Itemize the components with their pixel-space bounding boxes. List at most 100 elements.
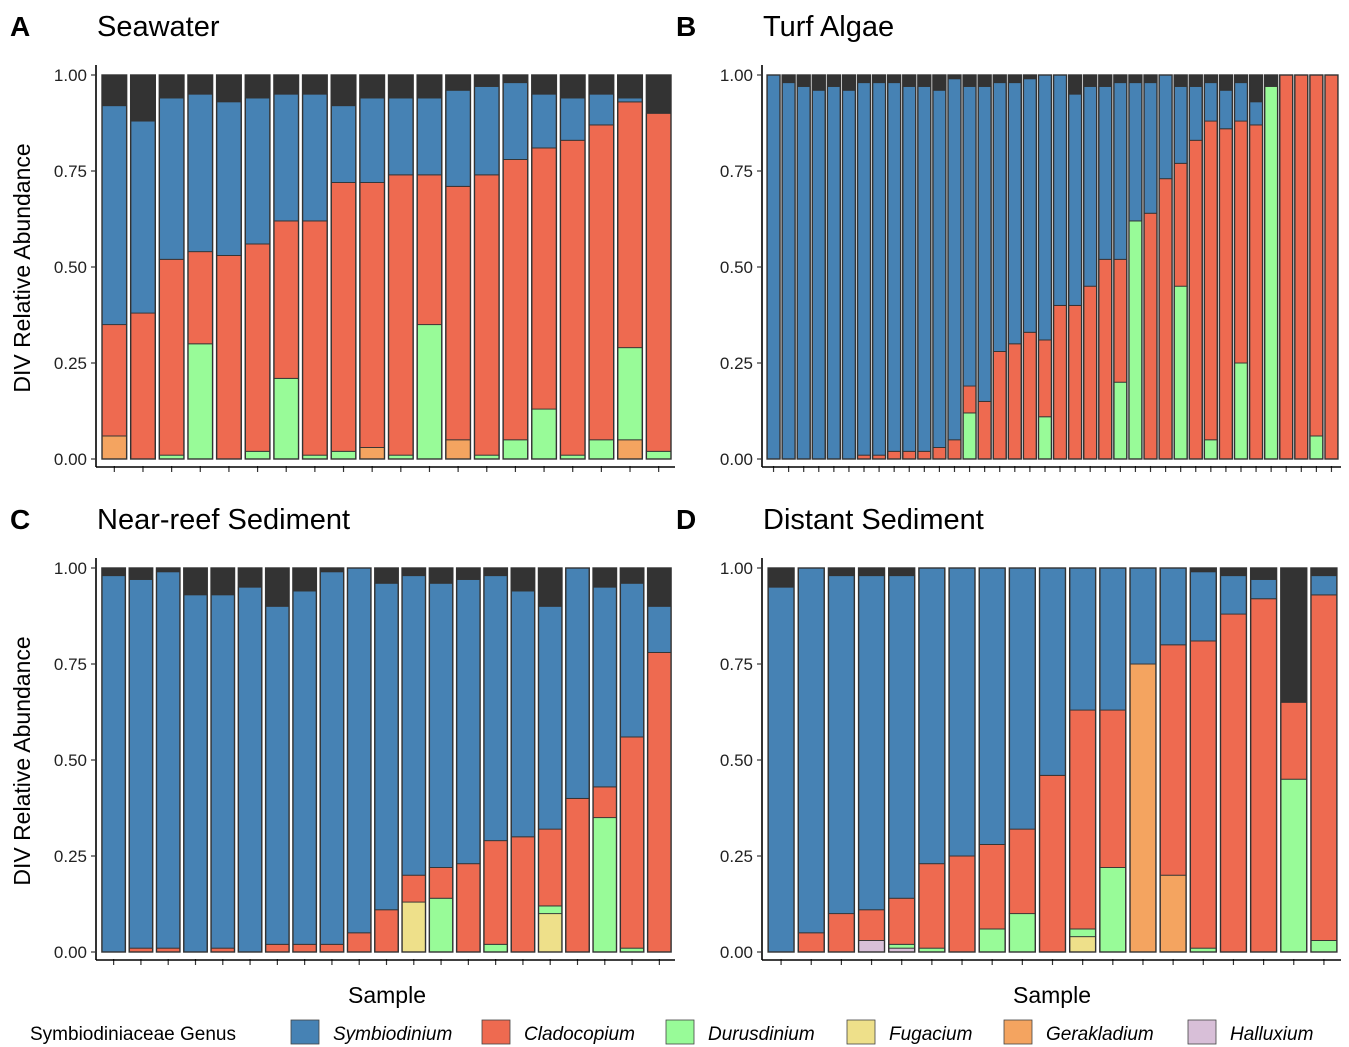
bar-segment-other bbox=[445, 75, 471, 91]
bar-segment-other bbox=[797, 75, 811, 87]
bar-outline bbox=[617, 74, 644, 460]
bar-segment-symbiodinium bbox=[156, 571, 181, 949]
bar-segment-symbiodinium bbox=[1218, 89, 1233, 130]
bar-segment-cladocopium bbox=[962, 385, 977, 414]
bar-outline bbox=[128, 567, 154, 953]
y-tick-label: 0.25 bbox=[720, 847, 753, 866]
bar-segment-symbiodinium bbox=[767, 586, 795, 953]
bar-segment-cladocopium bbox=[1159, 644, 1187, 876]
bar-segment-other bbox=[917, 75, 931, 87]
bar-outline bbox=[483, 567, 509, 953]
bar-segment-other bbox=[768, 568, 795, 588]
bar-segment-other bbox=[646, 75, 671, 114]
bar-segment-symbiodinium bbox=[948, 567, 976, 857]
bar-segment-fugacium bbox=[401, 901, 426, 953]
bar-segment-durusdinium bbox=[962, 412, 977, 460]
bar-outline bbox=[330, 74, 357, 460]
bar-segment-cladocopium bbox=[1279, 74, 1294, 460]
bar-segment-other bbox=[216, 75, 242, 102]
bar-outline bbox=[1158, 74, 1173, 460]
bar-segment-durusdinium bbox=[1038, 416, 1052, 460]
bar-segment-other bbox=[159, 75, 184, 99]
bar-segment-symbiodinium bbox=[158, 97, 185, 260]
bar-segment-cladocopium bbox=[977, 400, 992, 460]
bar-outline bbox=[273, 74, 300, 460]
bar-segment-durusdinium bbox=[1280, 778, 1308, 953]
bar-outline bbox=[565, 567, 590, 953]
bar-segment-cladocopium bbox=[292, 943, 317, 953]
bar-segment-other bbox=[1219, 75, 1233, 91]
bar-segment-durusdinium bbox=[531, 408, 557, 460]
bar-outline bbox=[781, 74, 796, 460]
bar-segment-durusdinium bbox=[428, 897, 454, 953]
bar-segment-cladocopium bbox=[445, 185, 471, 441]
bar-outline bbox=[1159, 567, 1187, 953]
bar-outline bbox=[187, 74, 214, 460]
bar-segment-other bbox=[374, 568, 399, 584]
bar-segment-other bbox=[782, 75, 796, 83]
legend-swatch-halluxium bbox=[1187, 1019, 1217, 1045]
bar-segment-cladocopium bbox=[918, 863, 946, 949]
bar-segment-symbiodinium bbox=[766, 74, 781, 460]
bar-segment-other bbox=[963, 75, 977, 87]
bar-segment-cladocopium bbox=[347, 932, 372, 953]
bar-segment-symbiodinium bbox=[428, 582, 454, 868]
bar-segment-cladocopium bbox=[1310, 594, 1338, 941]
bar-segment-symbiodinium bbox=[826, 86, 841, 460]
bar-segment-cladocopium bbox=[1250, 598, 1278, 953]
y-tick-label: 0.75 bbox=[720, 655, 753, 674]
bar-segment-other bbox=[1189, 75, 1203, 87]
bar-segment-symbiodinium bbox=[237, 586, 263, 953]
legend-title: Symbiodiniaceae Genus bbox=[30, 1024, 236, 1045]
bar-segment-other bbox=[483, 568, 508, 576]
bar-segment-other bbox=[302, 75, 328, 95]
bar-segment-other bbox=[857, 75, 871, 83]
bar-segment-symbiodinium bbox=[1220, 575, 1247, 615]
panel-letter-b: B bbox=[676, 11, 696, 42]
bar-segment-other bbox=[887, 75, 901, 83]
bar-segment-symbiodinium bbox=[1053, 74, 1067, 306]
bar-outline bbox=[531, 74, 558, 460]
bar-outline bbox=[1309, 74, 1324, 460]
bar-segment-fugacium bbox=[1069, 936, 1097, 953]
bar-segment-cladocopium bbox=[902, 450, 917, 460]
bar-outline bbox=[455, 567, 481, 953]
panel-title-near-reef-sediment: Near-reef Sediment bbox=[97, 504, 350, 536]
bar-outline bbox=[1113, 74, 1128, 460]
bar-outline bbox=[1038, 567, 1067, 953]
panel-letter-c: C bbox=[10, 504, 30, 535]
bar-segment-symbiodinium bbox=[592, 586, 617, 788]
bar-segment-cladocopium bbox=[917, 450, 932, 460]
bar-segment-other bbox=[1264, 75, 1278, 87]
bar-segment-other bbox=[1023, 75, 1037, 79]
bar-segment-symbiodinium bbox=[187, 93, 214, 253]
bar-outline bbox=[902, 74, 917, 460]
bar-segment-other bbox=[888, 568, 915, 576]
bar-segment-cladocopium bbox=[244, 243, 271, 452]
bar-segment-cladocopium bbox=[401, 874, 426, 903]
bar-segment-cladocopium bbox=[559, 139, 586, 456]
bar-segment-cladocopium bbox=[1203, 120, 1218, 441]
bar-outline bbox=[1098, 74, 1113, 460]
bar-outline bbox=[401, 567, 427, 953]
bar-segment-durusdinium bbox=[244, 450, 271, 460]
legend: Symbiodiniaceae Genus Symbiodinium Clado… bbox=[30, 1019, 1313, 1045]
bar-segment-durusdinium bbox=[645, 450, 672, 460]
bar-segment-symbiodinium bbox=[319, 571, 345, 945]
bar-outline bbox=[292, 567, 318, 953]
bar-outline bbox=[917, 74, 932, 460]
bar-segment-symbiodinium bbox=[359, 97, 385, 183]
bar-outline bbox=[1099, 567, 1127, 953]
bar-segment-other bbox=[1280, 568, 1307, 703]
y-tick-label: 0.00 bbox=[54, 943, 87, 962]
bar-segment-other bbox=[1220, 568, 1247, 576]
bar-segment-symbiodinium bbox=[531, 93, 557, 149]
bar-segment-other bbox=[388, 75, 414, 99]
bar-segment-cladocopium bbox=[483, 840, 508, 945]
bar-segment-other bbox=[245, 75, 270, 99]
bar-segment-durusdinium bbox=[1113, 381, 1128, 460]
bar-segment-cladocopium bbox=[302, 220, 328, 456]
bar-segment-durusdinium bbox=[416, 324, 443, 460]
bar-segment-cladocopium bbox=[531, 147, 557, 410]
bar-segment-cladocopium bbox=[1022, 331, 1037, 460]
